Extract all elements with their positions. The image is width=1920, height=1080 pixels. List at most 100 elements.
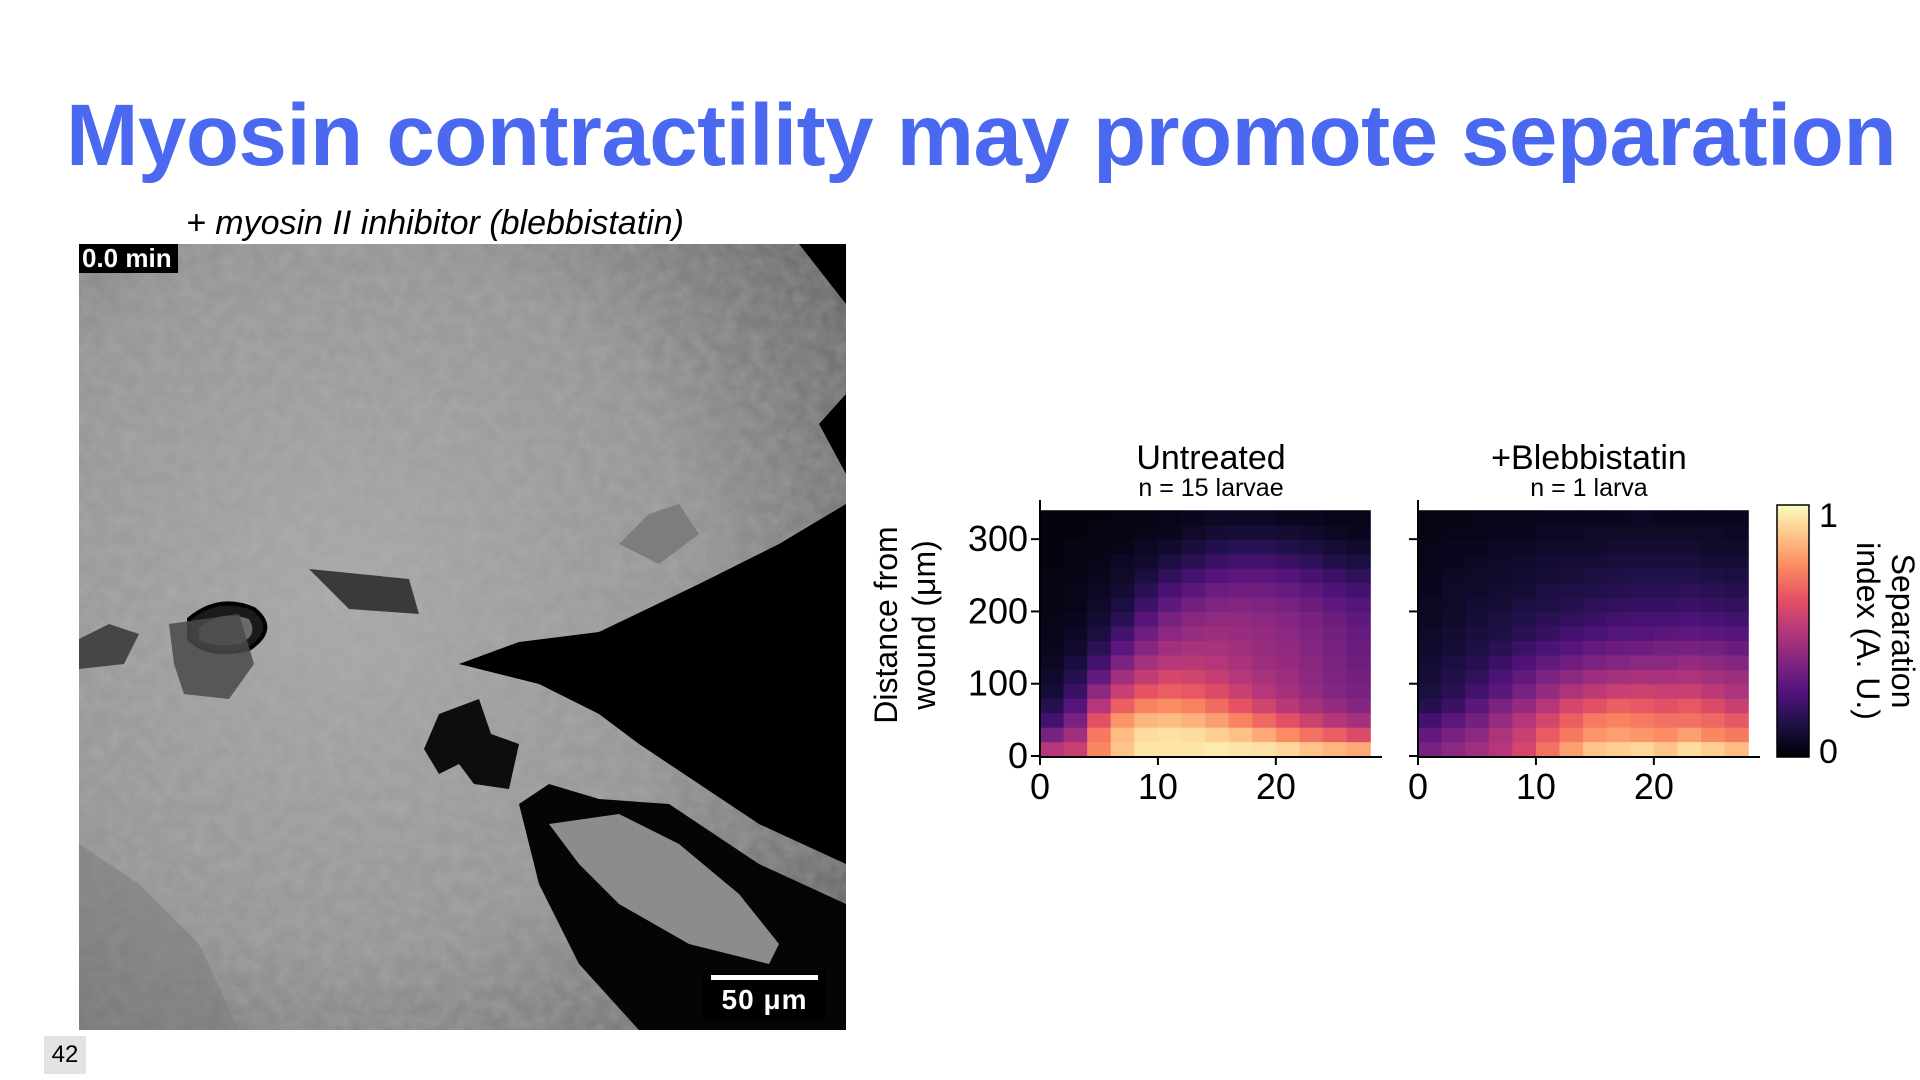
heatmap-cell: [1157, 539, 1183, 555]
y-axis-label-line1: Distance from: [868, 526, 904, 723]
heatmap-cell: [1110, 654, 1135, 670]
heatmap-cell: [1275, 654, 1301, 670]
heatmap-cell: [1441, 712, 1466, 728]
heatmap-cell: [1512, 741, 1537, 757]
heatmap-cell: [1040, 582, 1065, 598]
heatmap-cell: [1040, 611, 1065, 627]
heatmap-cell: [1134, 683, 1159, 699]
heatmap-cell: [1228, 539, 1253, 555]
heatmap-cell: [1181, 510, 1206, 526]
heatmap-cell: [1157, 727, 1183, 743]
heatmap-cell: [1606, 698, 1631, 714]
heatmap-cell: [1583, 553, 1608, 569]
heatmap-cell: [1134, 582, 1159, 598]
heatmap-cell: [1110, 625, 1135, 641]
heatmap-cell: [1299, 611, 1324, 627]
heatmap-cell: [1653, 582, 1679, 598]
heatmap-cell: [1252, 640, 1277, 656]
heatmap-cell: [1606, 568, 1631, 584]
micrograph-panel: 0.0 min 50 μm: [79, 244, 846, 1030]
heatmap-cell: [1418, 654, 1443, 670]
heatmap-cell: [1583, 683, 1608, 699]
heatmap-cell: [1653, 596, 1679, 613]
heatmap-cell: [1299, 654, 1324, 670]
heatmap-cell: [1063, 524, 1088, 540]
heatmap-cell: [1346, 611, 1371, 627]
heatmap-cell: [1110, 712, 1135, 728]
heatmap-cell: [1299, 568, 1324, 584]
heatmap-cell: [1299, 582, 1324, 598]
heatmap-cell: [1346, 640, 1371, 656]
heatmap-cell: [1559, 568, 1584, 584]
tissue-image: [79, 244, 846, 1030]
heatmap-cell: [1134, 524, 1159, 540]
heatmap-cell: [1275, 553, 1301, 569]
heatmap-cell: [1157, 524, 1183, 540]
heatmap-cell: [1630, 727, 1655, 743]
heatmap-cell: [1559, 727, 1584, 743]
heatmap-cell: [1275, 625, 1301, 641]
heatmap-cell: [1559, 582, 1584, 598]
heatmap-cell: [1677, 611, 1702, 627]
heatmap-cell: [1724, 727, 1749, 743]
heatmap-cell: [1134, 553, 1159, 569]
heatmap-cell: [1701, 524, 1726, 540]
heatmap-cell: [1488, 741, 1513, 757]
heatmap-cell: [1087, 698, 1112, 714]
heatmap-cell: [1275, 669, 1301, 685]
heatmap-cell: [1488, 596, 1513, 613]
heatmap-cell: [1630, 596, 1655, 613]
heatmap-cell: [1418, 568, 1443, 584]
heatmap-cell: [1228, 611, 1253, 627]
colorbar-gradient: [1776, 504, 1810, 758]
heatmap-cell: [1275, 539, 1301, 555]
heatmap-cell: [1535, 553, 1561, 569]
heatmap-cell: [1134, 568, 1159, 584]
heatmap-cell: [1441, 669, 1466, 685]
heatmap-cell: [1630, 553, 1655, 569]
heatmap-cell: [1205, 582, 1230, 598]
heatmap-cell: [1228, 683, 1253, 699]
heatmap-cell: [1606, 553, 1631, 569]
heatmap-cell: [1299, 510, 1324, 526]
heatmap-cell: [1630, 669, 1655, 685]
heatmap-cell: [1134, 669, 1159, 685]
heatmap-cell: [1275, 524, 1301, 540]
heatmap-cell: [1606, 611, 1631, 627]
heatmap-cell: [1087, 568, 1112, 584]
heatmap-cell: [1724, 625, 1749, 641]
heatmap-cell: [1063, 596, 1088, 613]
heatmap-cell: [1653, 625, 1679, 641]
heatmap-cell: [1488, 698, 1513, 714]
heatmap-cell: [1701, 741, 1726, 757]
heatmap-cell: [1346, 741, 1371, 757]
heatmap-cell: [1134, 625, 1159, 641]
heatmap-cell: [1535, 611, 1561, 627]
heatmap-cell: [1630, 698, 1655, 714]
heatmap-cell: [1134, 596, 1159, 613]
heatmap-cell: [1418, 539, 1443, 555]
heatmap-cell: [1063, 669, 1088, 685]
heatmap-cell: [1606, 669, 1631, 685]
heatmap-cell: [1441, 683, 1466, 699]
heatmap-cell: [1653, 727, 1679, 743]
heatmap-cell: [1535, 727, 1561, 743]
heatmap-cell: [1701, 611, 1726, 627]
heatmap-cell: [1087, 510, 1112, 526]
heatmap-cell: [1346, 524, 1371, 540]
heatmap-cell: [1701, 553, 1726, 569]
heatmap-cell: [1465, 611, 1490, 627]
heatmap-cell: [1559, 553, 1584, 569]
heatmap-cell: [1275, 741, 1301, 757]
heatmap-cell: [1110, 596, 1135, 613]
heatmap-cell: [1418, 712, 1443, 728]
heatmap-cell: [1724, 539, 1749, 555]
heatmap-cell: [1677, 539, 1702, 555]
heatmap-cell: [1252, 741, 1277, 757]
heatmap-cell: [1512, 654, 1537, 670]
heatmap-cell: [1205, 625, 1230, 641]
heatmap-cell: [1465, 683, 1490, 699]
heatmap-cell: [1228, 669, 1253, 685]
heatmap-cell: [1606, 625, 1631, 641]
